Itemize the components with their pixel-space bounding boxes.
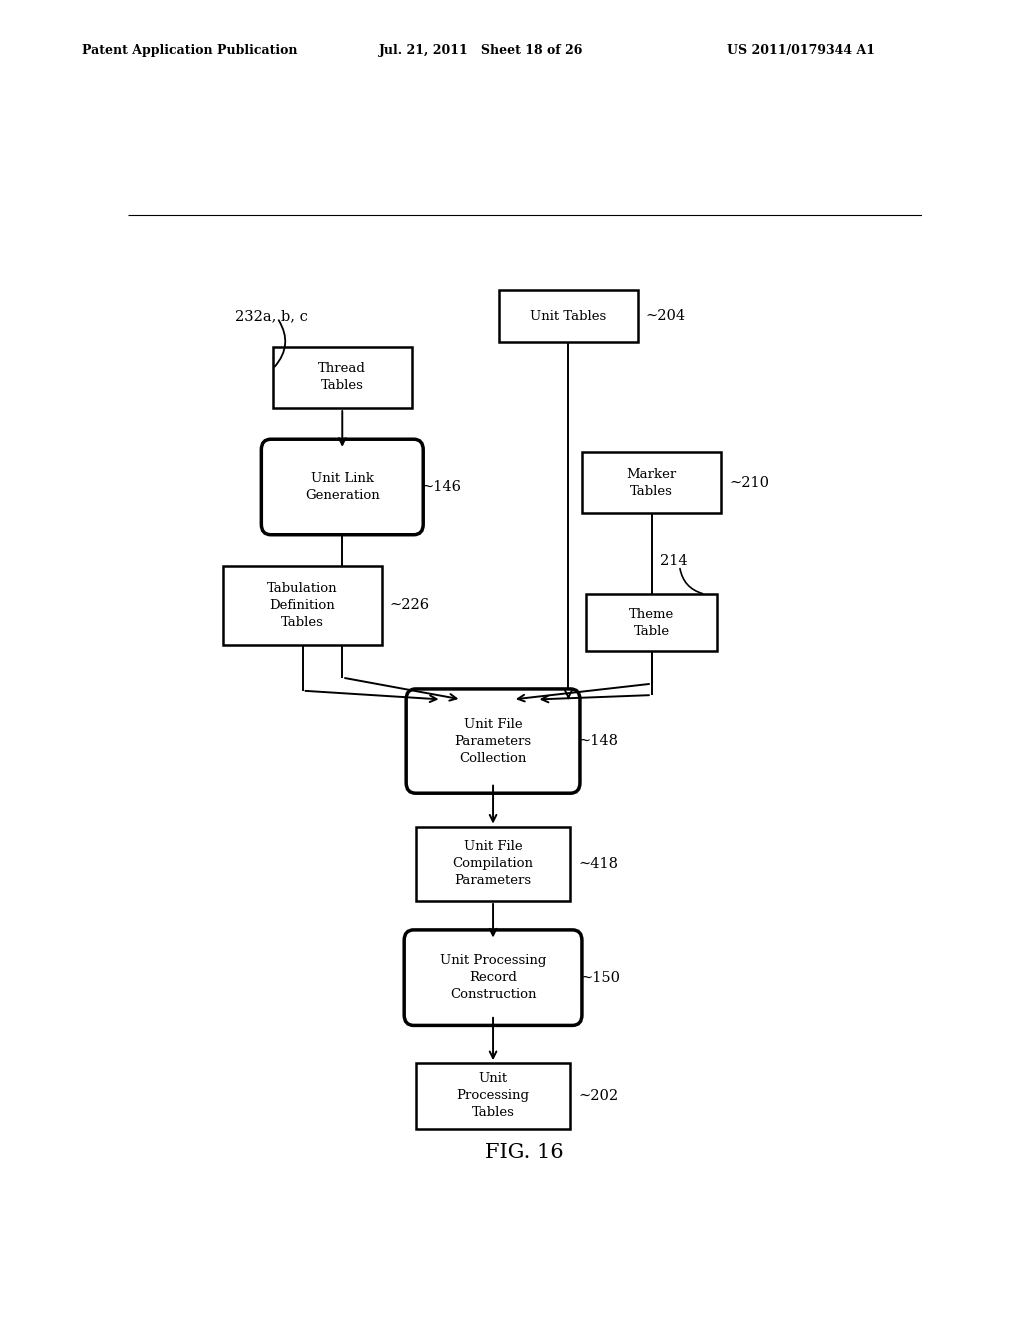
FancyBboxPatch shape (272, 347, 412, 408)
Text: Theme
Table: Theme Table (629, 607, 675, 638)
FancyBboxPatch shape (261, 440, 423, 535)
Text: Jul. 21, 2011   Sheet 18 of 26: Jul. 21, 2011 Sheet 18 of 26 (379, 44, 584, 57)
Text: Tabulation
Definition
Tables: Tabulation Definition Tables (267, 582, 338, 628)
Text: ∼146: ∼146 (422, 480, 462, 494)
FancyBboxPatch shape (583, 451, 721, 513)
Text: ∼204: ∼204 (646, 309, 686, 323)
FancyBboxPatch shape (223, 566, 382, 644)
Text: ∼210: ∼210 (729, 475, 769, 490)
Text: ∼418: ∼418 (579, 857, 618, 871)
Text: Unit Tables: Unit Tables (530, 310, 606, 322)
Text: 214: 214 (659, 554, 687, 569)
Text: ∼150: ∼150 (581, 970, 621, 985)
Text: ∼148: ∼148 (579, 734, 618, 748)
Text: 232a, b, c: 232a, b, c (236, 309, 308, 323)
Text: Marker
Tables: Marker Tables (627, 467, 677, 498)
Text: FIG. 16: FIG. 16 (485, 1143, 564, 1163)
Text: Unit
Processing
Tables: Unit Processing Tables (457, 1072, 529, 1119)
Text: Unit Processing
Record
Construction: Unit Processing Record Construction (440, 954, 546, 1001)
FancyBboxPatch shape (404, 929, 582, 1026)
Text: Patent Application Publication: Patent Application Publication (82, 44, 297, 57)
Text: ∼226: ∼226 (390, 598, 430, 612)
Text: US 2011/0179344 A1: US 2011/0179344 A1 (727, 44, 876, 57)
FancyBboxPatch shape (587, 594, 717, 651)
FancyBboxPatch shape (499, 290, 638, 342)
FancyBboxPatch shape (407, 689, 580, 793)
FancyBboxPatch shape (416, 1063, 570, 1129)
Text: Unit File
Parameters
Collection: Unit File Parameters Collection (455, 718, 531, 764)
Text: Thread
Tables: Thread Tables (318, 363, 367, 392)
Text: Unit File
Compilation
Parameters: Unit File Compilation Parameters (453, 841, 534, 887)
Text: ∼202: ∼202 (579, 1089, 618, 1104)
Text: Unit Link
Generation: Unit Link Generation (305, 473, 380, 502)
FancyBboxPatch shape (416, 826, 570, 902)
